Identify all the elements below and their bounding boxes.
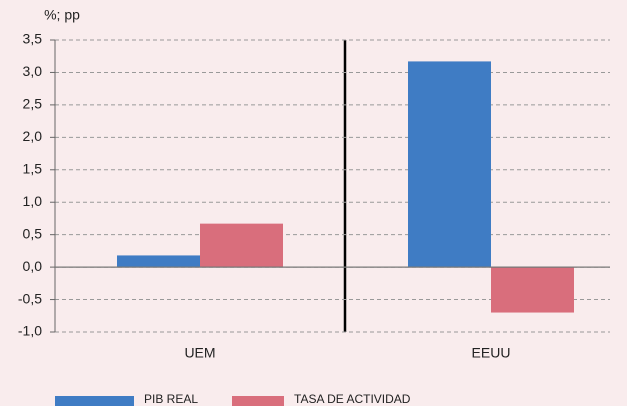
bar bbox=[408, 61, 491, 268]
y-tick-label: 3,0 bbox=[23, 63, 43, 79]
legend-label: PIB REAL bbox=[144, 392, 198, 406]
y-tick-label: 0,5 bbox=[23, 225, 43, 241]
bar bbox=[200, 223, 283, 268]
y-tick-label: 0,0 bbox=[23, 258, 43, 274]
bar bbox=[491, 267, 574, 313]
x-tick-label: UEM bbox=[184, 345, 215, 361]
y-tick-label: -1,0 bbox=[18, 323, 42, 339]
x-tick-label: EEUU bbox=[472, 345, 511, 361]
y-tick-label: -0,5 bbox=[18, 290, 42, 306]
y-tick-label: 1,5 bbox=[23, 160, 43, 176]
y-tick-label: 2,0 bbox=[23, 128, 43, 144]
y-tick-label: 2,5 bbox=[23, 96, 43, 112]
y-tick-label: 1,0 bbox=[23, 193, 43, 209]
legend-swatch bbox=[232, 396, 284, 406]
y-unit-label: %; pp bbox=[44, 7, 80, 23]
y-tick-label: 3,5 bbox=[23, 31, 43, 47]
legend-label: TASA DE ACTIVIDAD bbox=[294, 392, 411, 406]
legend-swatch bbox=[55, 396, 134, 406]
bar bbox=[117, 255, 200, 268]
